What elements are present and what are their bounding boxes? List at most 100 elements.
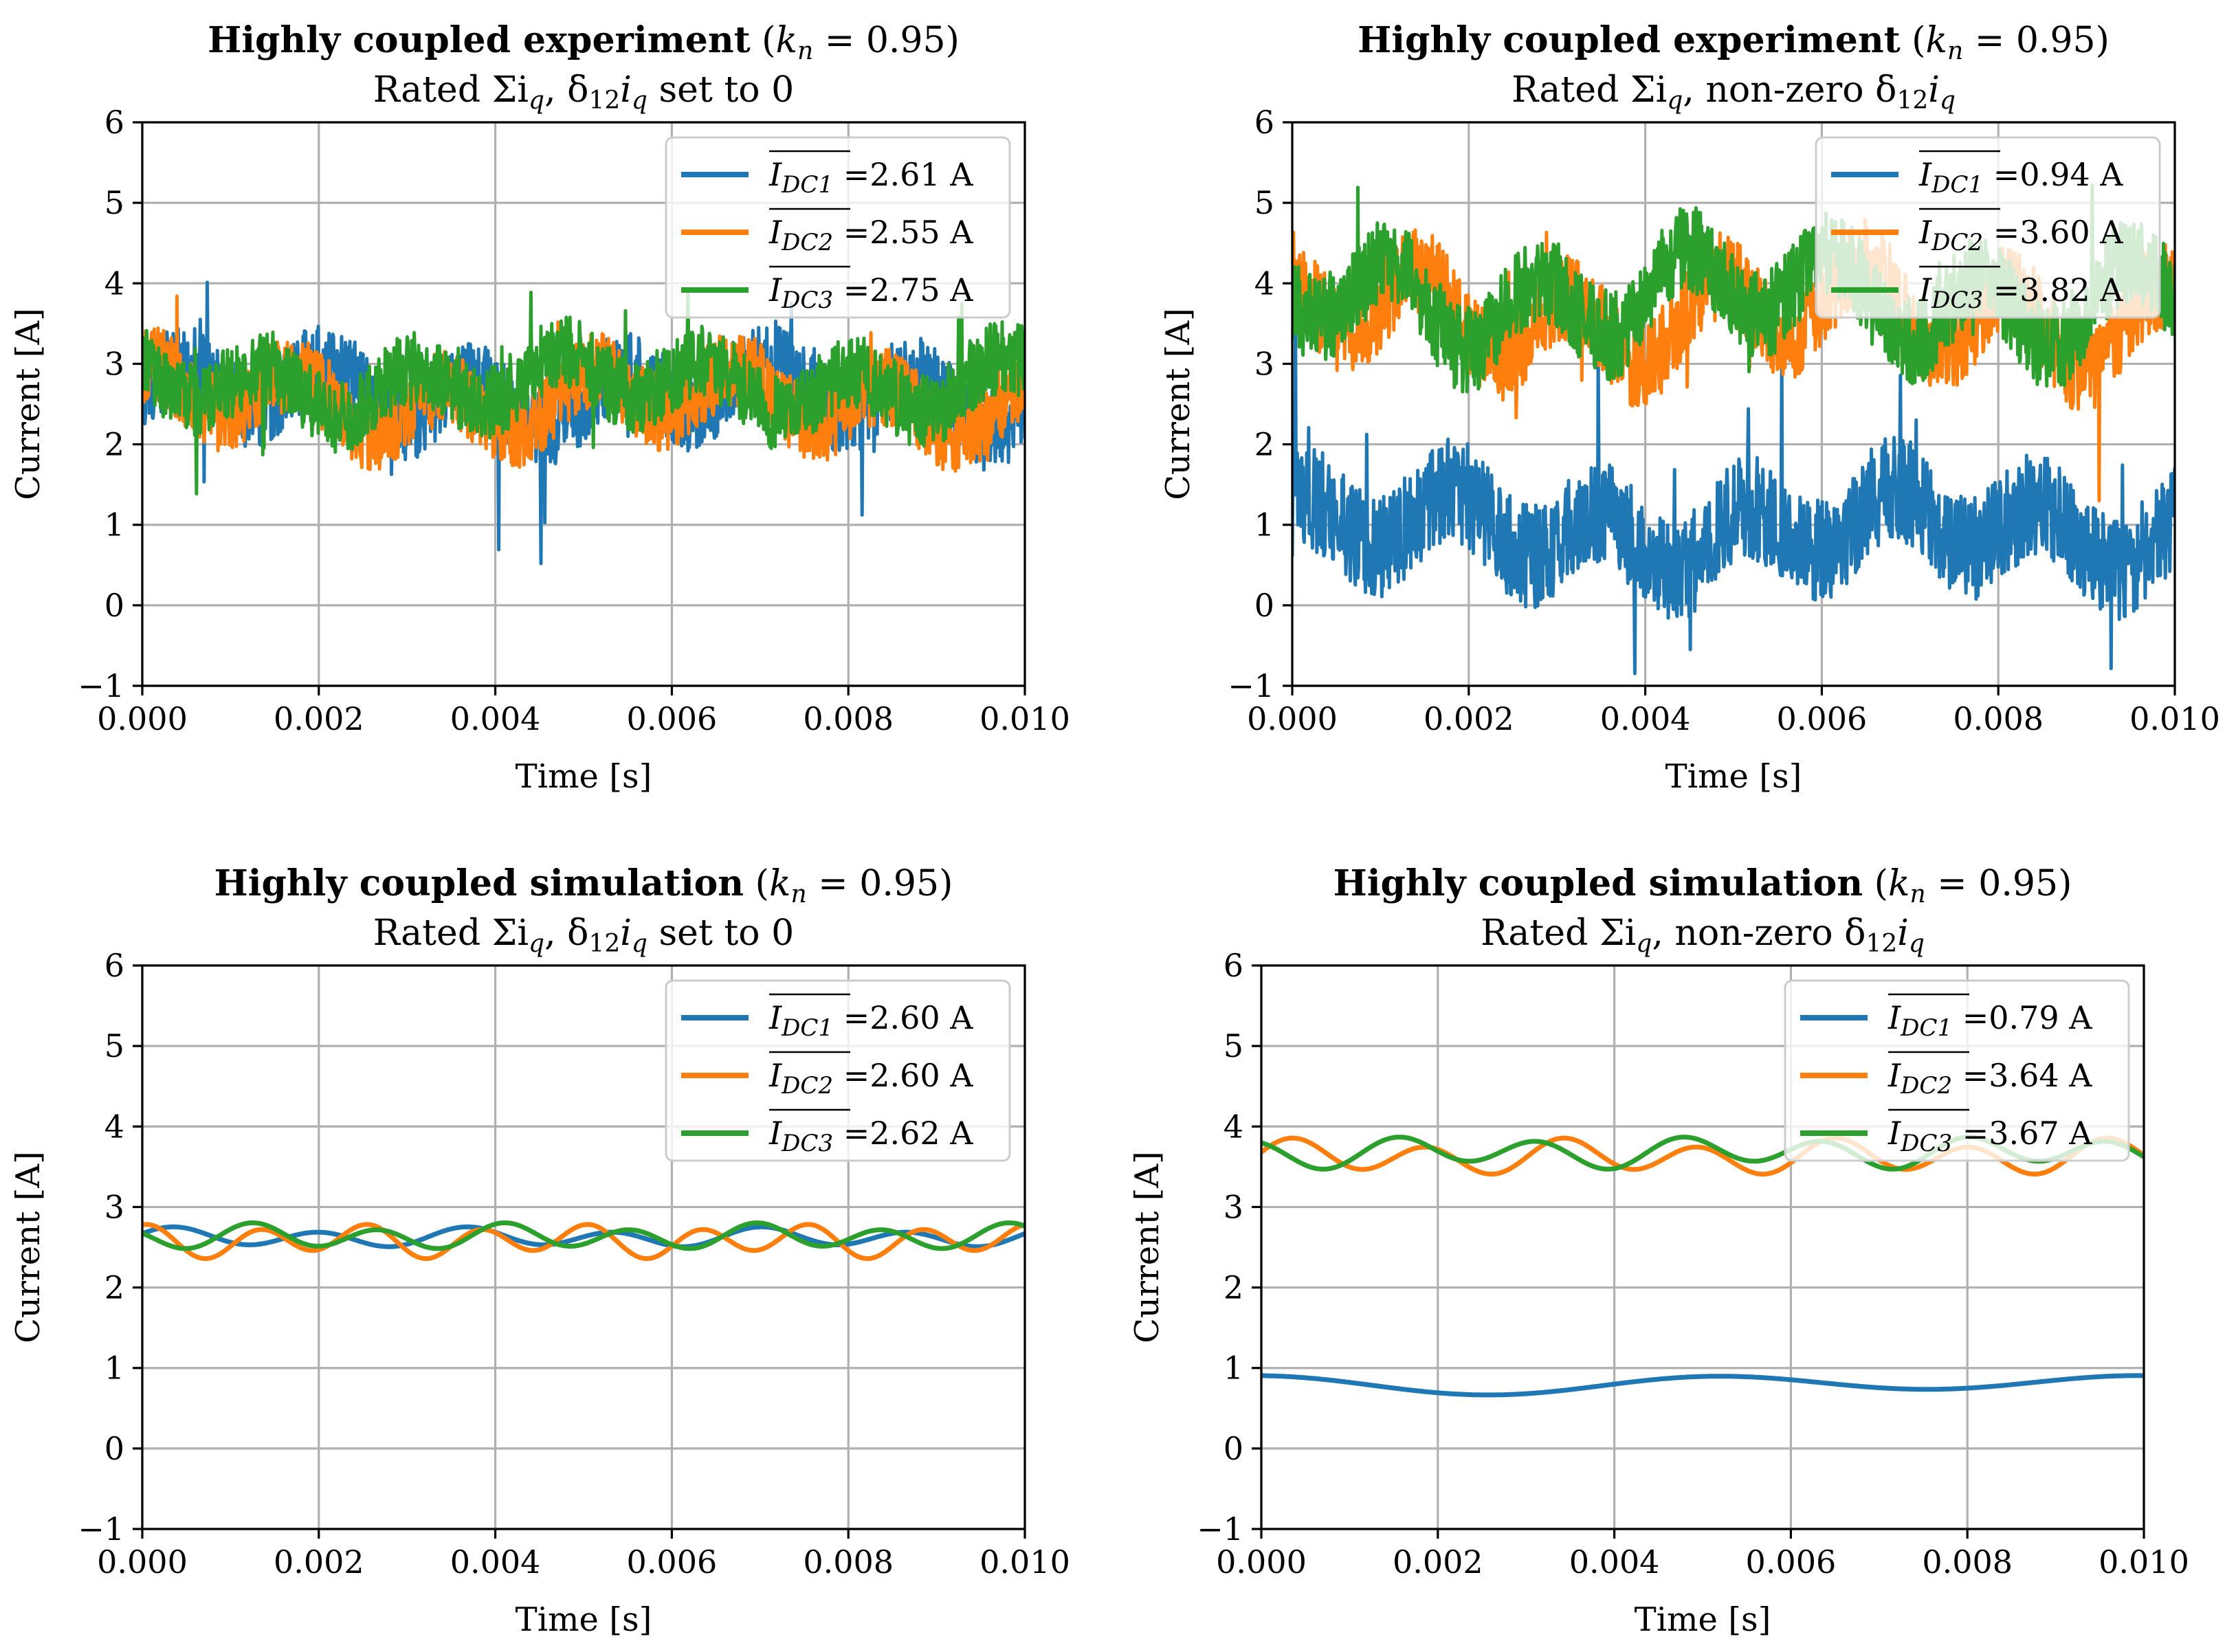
x-tick-label: 0.004 [450,700,541,737]
x-tick-label: 0.010 [979,1543,1070,1581]
x-tick-label: 0.006 [627,700,718,737]
chart-subtitle: Rated Σiq, non-zero δ12iq [1481,913,1925,958]
axes-frame [141,121,1026,687]
y-tick-label: −1 [78,1510,124,1548]
legend-box [665,979,1011,1162]
legend-entry: IDC3 =3.67 A [1888,1115,2092,1157]
x-axis-label: Time [s] [1665,757,1802,796]
ticks: 0.000 0.002 0.004 0.006 0.008 0.010 −1 0 1 2 3 4 5 6 [1197,947,2189,1581]
x-tick-label: 0.002 [274,700,364,737]
x-tick-label: 0.006 [627,1543,718,1581]
y-tick-label: 4 [104,1108,124,1145]
y-tick-label: 3 [104,1188,124,1225]
x-tick-label: 0.008 [803,700,894,737]
y-tick-label: −1 [1228,667,1274,704]
ticks: 0.000 0.002 0.004 0.006 0.008 0.010 −1 0 1 2 3 4 5 6 [1228,104,2220,737]
y-tick-label: 2 [1254,426,1274,463]
x-axis-label: Time [s] [1635,1600,1771,1639]
series-line-i-dc1 [1261,1373,2144,1398]
series-line-i-dc3 [142,1220,1025,1251]
y-tick-label: 1 [104,1350,124,1387]
x-tick-label: 0.008 [1922,1543,2013,1581]
y-tick-label: 0 [104,1430,124,1467]
series-group [142,1220,1025,1261]
series-line-i-dc3 [1292,183,2175,394]
y-axis-label: Current [A] [9,1151,47,1343]
chart-title: Highly coupled simulation (kn = 0.95) [214,862,953,908]
legend-entry: IDC1 =0.94 A [1918,156,2123,199]
chart-subtitle: Rated Σiq, δ12iq set to 0 [373,913,794,958]
x-tick-label: 0.008 [803,1543,894,1581]
x-tick-label: 0.010 [2099,1543,2189,1581]
x-tick-label: 0.004 [1600,700,1691,737]
legend-entry: IDC3 =2.75 A [768,271,973,314]
chart-panel-2: 0.000 0.002 0.004 0.006 0.008 0.010 −1 0 1 2 3 4 5 6 T… [1159,19,2220,796]
legend-entry: IDC1 =0.79 A [1888,999,2092,1042]
x-tick-label: 0.000 [97,700,188,737]
ticks: 0.000 0.002 0.004 0.006 0.008 0.010 −1 0 1 2 3 4 5 6 [78,947,1070,1581]
y-tick-label: 5 [1224,1027,1243,1064]
series-line-i-dc2 [142,1222,1025,1261]
axes-frame [1260,964,2145,1530]
chart-subtitle: Rated Σiq, δ12iq set to 0 [373,69,794,115]
x-tick-label: 0.000 [97,1543,188,1581]
x-tick-label: 0.006 [1746,1543,1837,1581]
x-tick-label: 0.000 [1216,1543,1307,1581]
y-tick-label: 6 [1224,947,1243,984]
x-tick-label: 0.004 [1569,1543,1660,1581]
y-tick-label: 6 [104,947,124,984]
chart-title: Highly coupled experiment (kn = 0.95) [1358,19,2110,65]
series-group [142,280,1025,566]
legend-entry: IDC1 =2.61 A [768,156,973,199]
y-axis-label: Current [A] [1159,308,1197,500]
x-tick-label: 0.006 [1777,700,1868,737]
legend-box [1784,979,2130,1162]
series-line-i-dc1 [1292,316,2175,676]
legend: IDC1 =0.79 A IDC2 =3.64 A IDC3 =3.67 A [1784,979,2130,1162]
ticks: 0.000 0.002 0.004 0.006 0.008 0.010 −1 0 1 2 3 4 5 6 [78,104,1070,737]
legend-box [1815,136,2161,319]
x-tick-label: 0.008 [1953,700,2044,737]
y-tick-label: 1 [1224,1350,1243,1387]
axes-frame [1291,121,2176,687]
x-tick-label: 0.010 [979,700,1070,737]
y-tick-label: 3 [1254,345,1274,382]
y-tick-label: 4 [1224,1108,1243,1145]
y-tick-label: −1 [78,667,124,704]
legend: IDC1 =2.60 A IDC2 =2.60 A IDC3 =2.62 A [665,979,1011,1162]
chart-panel-3: 0.000 0.002 0.004 0.006 0.008 0.010 −1 0 1 2 3 4 5 6 T… [9,862,1070,1639]
x-tick-label: 0.010 [2129,700,2220,737]
y-tick-label: 0 [1224,1430,1243,1467]
y-tick-label: 5 [1254,184,1274,221]
legend-entry: IDC2 =2.55 A [768,214,973,256]
x-tick-label: 0.000 [1247,700,1338,737]
chart-subtitle: Rated Σiq, non-zero δ12iq [1512,69,1956,115]
y-tick-label: −1 [1197,1510,1243,1548]
x-tick-label: 0.002 [274,1543,364,1581]
y-axis-label: Current [A] [9,308,47,500]
y-tick-label: 1 [1254,506,1274,544]
x-axis-label: Time [s] [516,757,652,796]
y-tick-label: 2 [1224,1269,1243,1306]
y-tick-label: 2 [104,426,124,463]
legend-box [665,136,1011,319]
y-tick-label: 5 [104,184,124,221]
y-tick-label: 3 [104,345,124,382]
legend-entry: IDC1 =2.60 A [768,999,973,1042]
legend-entry: IDC2 =2.60 A [768,1057,973,1100]
y-tick-label: 6 [1254,104,1274,141]
legend: IDC1 =2.61 A IDC2 =2.55 A IDC3 =2.75 A [665,136,1011,319]
y-tick-label: 2 [104,1269,124,1306]
y-tick-label: 1 [104,506,124,544]
y-axis-label: Current [A] [1128,1151,1166,1343]
axes-frame [141,964,1026,1530]
chart-panel-1: 0.000 0.002 0.004 0.006 0.008 0.010 −1 0 1 2 3 4 5 6 T… [9,19,1070,796]
y-tick-label: 3 [1224,1188,1243,1225]
y-tick-label: 4 [104,265,124,302]
y-tick-label: 5 [104,1027,124,1064]
legend-entry: IDC2 =3.60 A [1918,214,2123,256]
series-line-i-dc3 [142,288,1025,496]
legend: IDC1 =0.94 A IDC2 =3.60 A IDC3 =3.82 A [1815,136,2161,319]
chart-panel-4: 0.000 0.002 0.004 0.006 0.008 0.010 −1 0 1 2 3 4 5 6 T… [1128,862,2189,1639]
